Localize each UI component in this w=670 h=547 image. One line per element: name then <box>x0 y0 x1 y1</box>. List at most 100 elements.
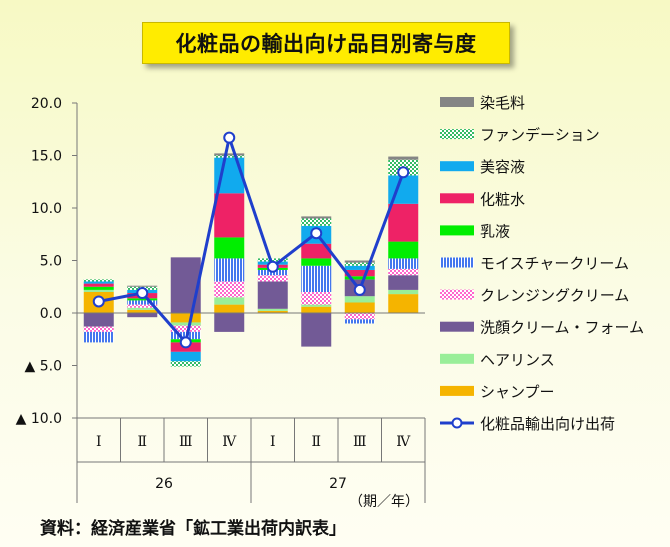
x-category-label: Ⅲ <box>353 434 367 450</box>
y-tick-label: 15.0 <box>31 149 62 165</box>
bar-segment <box>214 193 245 238</box>
legend-label: シャンプー <box>480 383 555 401</box>
bar-segment <box>214 281 245 298</box>
bar-segment <box>257 281 288 309</box>
bar-segment <box>344 319 375 324</box>
x-category-label: Ⅳ <box>396 434 411 450</box>
bar-segment <box>388 203 419 242</box>
y-tick-label: 20.0 <box>31 96 62 112</box>
legend-swatch <box>440 353 474 364</box>
bar-segment <box>388 294 419 313</box>
bar-segment <box>344 276 375 280</box>
bar-segment <box>83 286 114 290</box>
bar-segment <box>214 304 245 313</box>
legend-label: ファンデーション <box>480 126 600 144</box>
line-point <box>179 336 192 349</box>
bar-segment <box>83 289 114 292</box>
bar-segment <box>214 155 245 158</box>
total-line <box>98 136 405 344</box>
bar-segment <box>301 258 332 266</box>
line-point <box>266 260 279 273</box>
legend-swatch <box>440 385 474 396</box>
bar-segment <box>301 218 332 226</box>
bar-segment <box>301 292 332 305</box>
bar-segment <box>344 296 375 303</box>
y-tick-label: ▲ 10.0 <box>16 411 62 427</box>
legend-label: 洗顔クリーム・フォーム <box>480 319 644 337</box>
source-note: 資料：経済産業省「鉱工業出荷内訳表」 <box>40 519 346 539</box>
bar-segment <box>301 265 332 292</box>
bar-segment <box>83 279 114 282</box>
bar-segment <box>214 258 245 282</box>
axes-layer: 20.0 15.0 10.0 5.0 0.0 ▲ 5.0 ▲ 10.0 Ⅰ Ⅱ Ⅲ Ⅳ Ⅰ Ⅱ Ⅲ Ⅳ 26 2… <box>16 96 426 510</box>
bar-segment <box>388 258 419 269</box>
bar-segment <box>301 304 332 307</box>
year-label: 27 <box>329 476 347 492</box>
bar-segment <box>214 297 245 305</box>
line-point <box>136 287 149 300</box>
bar-segment <box>170 361 201 367</box>
legend-label: 染毛料 <box>480 94 525 112</box>
bar-segment <box>127 313 158 318</box>
x-category-label: Ⅰ <box>270 434 276 450</box>
legend: 染毛料ファンデーション美容液化粧水乳液モイスチャークリームクレンジングクリーム洗… <box>440 94 644 433</box>
bars-layer <box>83 153 419 367</box>
bar-segment <box>388 275 419 290</box>
line-point <box>223 131 236 144</box>
bar-segment <box>344 262 375 266</box>
bar-segment <box>388 156 419 160</box>
legend-swatch <box>440 289 474 300</box>
bar-segment <box>127 307 158 310</box>
chart-title: 化粧品の輸出向け品目別寄与度 <box>142 22 510 64</box>
bar-segment <box>214 153 245 156</box>
bar-segment <box>83 283 114 287</box>
legend-label: 化粧品輸出向け出荷 <box>480 415 615 433</box>
bar-segment <box>83 331 114 343</box>
legend-swatch <box>440 321 474 332</box>
bar-segment <box>388 241 419 259</box>
bar-segment <box>257 258 288 262</box>
bar-segment <box>257 275 288 282</box>
bar-segment <box>83 313 114 327</box>
legend-swatch <box>440 257 474 268</box>
bar-segment <box>127 300 158 305</box>
y-tick-label: 10.0 <box>31 201 62 217</box>
bar-segment <box>127 304 158 308</box>
bar-segment <box>170 325 201 332</box>
legend-label: 乳液 <box>480 222 510 240</box>
legend-label: ヘアリンス <box>480 351 555 369</box>
bar-segment <box>83 326 114 332</box>
bar-segment <box>388 268 419 276</box>
legend-swatch <box>440 193 474 204</box>
bar-segment <box>127 298 158 301</box>
bar-segment <box>344 269 375 277</box>
bar-segment <box>301 243 332 259</box>
legend-swatch <box>440 225 474 236</box>
bar-segment <box>170 322 201 326</box>
bar-segment <box>214 237 245 259</box>
legend-label: クレンジングクリーム <box>480 287 629 305</box>
bar-segment <box>344 260 375 263</box>
bar-segment <box>344 313 375 320</box>
bar-segment <box>127 309 158 313</box>
x-category-label: Ⅲ <box>179 434 193 450</box>
bar-segment <box>257 308 288 311</box>
line-layer <box>92 131 410 349</box>
y-tick-label: 0.0 <box>40 306 62 322</box>
bar-segment <box>301 216 332 219</box>
bar-segment <box>127 285 158 287</box>
legend-label: 化粧水 <box>480 190 525 208</box>
x-category-label: Ⅱ <box>311 434 321 450</box>
bar-segment <box>257 310 288 313</box>
bar-segment <box>301 313 332 347</box>
legend-label: モイスチャークリーム <box>480 255 629 273</box>
year-label: 26 <box>155 476 173 492</box>
x-category-label: Ⅰ <box>96 434 102 450</box>
y-tick-label: ▲ 5.0 <box>25 359 62 375</box>
legend-line-marker <box>451 417 463 429</box>
legend-swatch <box>440 129 474 140</box>
bar-segment <box>170 351 201 362</box>
bar-segment <box>388 289 419 295</box>
bar-segment <box>170 313 201 323</box>
